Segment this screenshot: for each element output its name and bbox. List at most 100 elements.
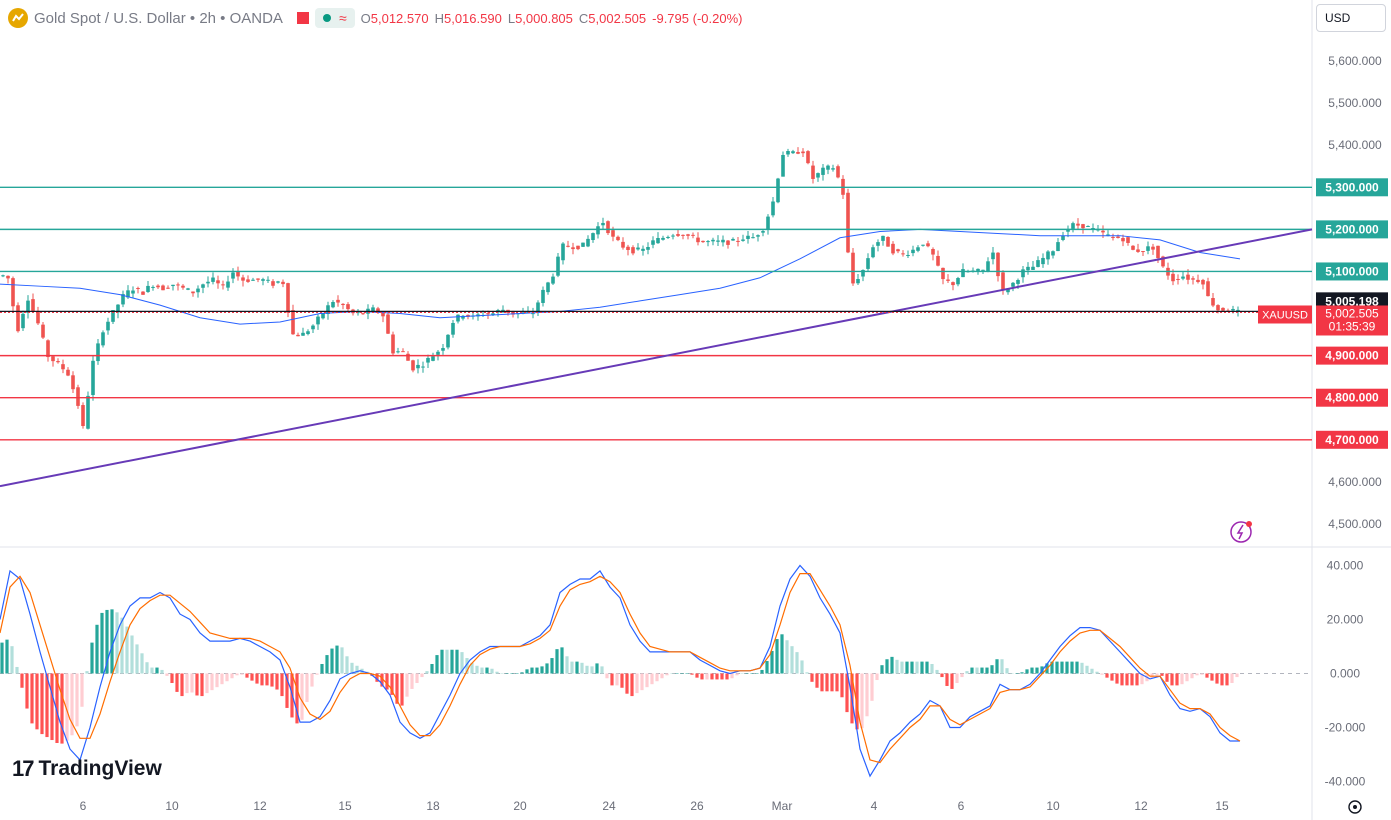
candle-body [726, 240, 730, 245]
level-label: 5,100.000 [1325, 264, 1379, 278]
time-tick-label: 15 [338, 799, 352, 813]
macd-histogram-bar [220, 673, 224, 685]
candle-body [706, 241, 710, 243]
alert-icon-dot [1246, 521, 1252, 527]
candle-body [876, 242, 880, 246]
candle-body [1121, 238, 1125, 242]
candle-body [1231, 308, 1235, 311]
time-tick-label: 6 [958, 799, 965, 813]
candle-body [546, 282, 550, 293]
candle-body [826, 165, 830, 170]
candle-body [591, 233, 595, 241]
currency-select[interactable]: USD [1316, 4, 1386, 32]
macd-histogram-bar [890, 656, 894, 674]
macd-histogram-bar [785, 640, 789, 674]
macd-histogram-bar [935, 669, 939, 674]
price-axis[interactable]: 5,300.000 5,200.000 5,100.000 4,900.000 4,80… [1316, 54, 1388, 531]
level-label-bg [1316, 430, 1388, 449]
candle-body [771, 201, 775, 216]
macd-histogram-bar [65, 673, 69, 741]
macd-histogram-bar [140, 653, 144, 674]
macd-histogram-bar [985, 667, 989, 674]
macd-histogram-bar [950, 673, 954, 689]
macd-histogram-bar [1095, 671, 1099, 674]
candle-body [951, 282, 955, 286]
macd-histogram-bar [185, 673, 189, 694]
macd-histogram-bar [915, 661, 919, 674]
flag-icon[interactable] [296, 12, 309, 24]
candle-body [856, 279, 860, 284]
candle-body [296, 334, 300, 337]
candle-body [661, 237, 665, 240]
chart-header: Gold Spot / U.S. Dollar • 2h • OANDA ≈ O… [8, 6, 742, 30]
candle-body [1001, 272, 1005, 291]
macd-signal-line [0, 572, 1241, 764]
macd-histogram-bar [375, 673, 379, 682]
macd-histogram-bar [710, 673, 714, 680]
macd-histogram-bar [1205, 673, 1209, 678]
candle-body [126, 290, 130, 298]
macd-histogram-bar [45, 673, 49, 738]
macd-histogram-bar [1165, 673, 1169, 682]
candle-body [1101, 230, 1105, 233]
macd-histogram-bar [885, 659, 889, 674]
time-axis[interactable]: 6 10 12 15 18 20 24 26 Mar 4 6 10 12 15 [80, 799, 1362, 814]
candle-body [231, 272, 235, 279]
symbol-tag[interactable]: XAUUSD [1262, 309, 1308, 321]
symbol-title[interactable]: Gold Spot / U.S. Dollar • 2h • OANDA [34, 9, 283, 27]
macd-histogram-bar [835, 673, 839, 692]
macd-histogram-bar [900, 661, 904, 674]
candle-body [81, 405, 85, 427]
macd-histogram-bar [645, 673, 649, 688]
macd-histogram-bar [50, 673, 54, 741]
macd-pane[interactable] [0, 564, 1312, 778]
candle-body [316, 316, 320, 325]
candle-body [396, 351, 400, 353]
macd-histogram-bar [625, 673, 629, 694]
macd-histogram-bar [15, 666, 19, 674]
candle-body [891, 243, 895, 254]
macd-histogram-bar [100, 612, 104, 674]
macd-histogram-bar [320, 663, 324, 674]
candle-body [1201, 279, 1205, 285]
macd-histogram-bar [610, 673, 614, 686]
symbol-tag-bg[interactable] [1258, 305, 1312, 324]
candle-body [606, 221, 610, 234]
macd-histogram-bar [200, 673, 204, 697]
macd-histogram-bar [270, 673, 274, 687]
macd-histogram-bar [35, 673, 39, 730]
macd-histogram-bar [530, 667, 534, 674]
candle-body [181, 285, 185, 288]
macd-histogram-bar [330, 648, 334, 674]
macd-histogram-bar [460, 652, 464, 674]
macd-histogram-bar [145, 662, 149, 674]
candle-body [221, 284, 225, 286]
trendline[interactable] [0, 228, 1313, 488]
settings-icon[interactable] [1348, 800, 1362, 814]
macd-histogram-bar [125, 626, 129, 674]
candle-body [491, 313, 495, 315]
candle-body [936, 255, 940, 266]
macd-histogram-bar [930, 663, 934, 674]
candle-body [806, 151, 810, 164]
macd-histogram-bar [235, 673, 239, 676]
macd-axis[interactable]: 40.000 20.000 0.000 -20.000 -40.000 [1325, 559, 1366, 789]
tradingview-logo[interactable]: 17 TradingView [12, 756, 162, 782]
macd-histogram-bar [240, 673, 244, 675]
market-status-pill[interactable]: ≈ [314, 8, 355, 28]
low-value: 5,000.805 [515, 10, 573, 26]
candle-body [431, 356, 435, 361]
macd-histogram-bar [445, 649, 449, 674]
macd-histogram-bar [280, 673, 284, 697]
market-open-icon [322, 14, 331, 22]
candle-body [1036, 260, 1040, 267]
alert-icon[interactable] [1230, 521, 1252, 543]
candle-body [1071, 223, 1075, 229]
macd-histogram-bar [340, 647, 344, 674]
macd-histogram-bar [1050, 661, 1054, 674]
candle-body [371, 307, 375, 312]
macd-histogram-bar [1220, 673, 1224, 686]
level-label: 5,200.000 [1325, 222, 1379, 236]
